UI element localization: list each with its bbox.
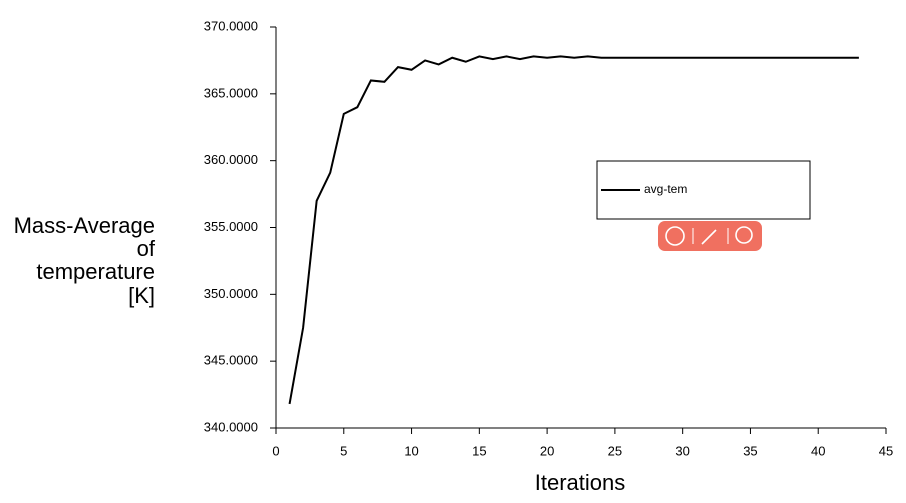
y-axis-label: Mass-Average: [14, 213, 155, 238]
y-axis-label: of: [137, 236, 156, 261]
legend-label: avg-tem: [644, 182, 687, 196]
x-tick-label: 10: [404, 443, 418, 458]
x-tick-label: 20: [540, 443, 554, 458]
x-tick-label: 15: [472, 443, 486, 458]
y-tick-label: 370.0000: [204, 18, 258, 33]
x-tick-label: 45: [879, 443, 893, 458]
x-tick-label: 5: [340, 443, 347, 458]
y-axis-label: [K]: [128, 283, 155, 308]
y-tick-label: 345.0000: [204, 353, 258, 368]
y-tick-label: 355.0000: [204, 219, 258, 234]
x-axis-label: Iterations: [535, 470, 626, 495]
search-icon[interactable]: [735, 226, 753, 244]
ai-icon[interactable]: [665, 226, 685, 246]
line-series: [288, 55, 859, 405]
x-tick-label: 25: [608, 443, 622, 458]
x-tick-label: 0: [272, 443, 279, 458]
y-tick-label: 360.0000: [204, 152, 258, 167]
magic-icon[interactable]: [701, 229, 717, 245]
x-tick-label: 30: [675, 443, 689, 458]
y-tick-label: 365.0000: [204, 85, 258, 100]
y-tick-label: 340.0000: [204, 419, 258, 434]
x-tick-label: 40: [811, 443, 825, 458]
y-tick-label: 350.0000: [204, 286, 258, 301]
toolbar[interactable]: [658, 221, 762, 251]
x-tick-label: 35: [743, 443, 757, 458]
y-axis-label: temperature: [36, 259, 155, 284]
